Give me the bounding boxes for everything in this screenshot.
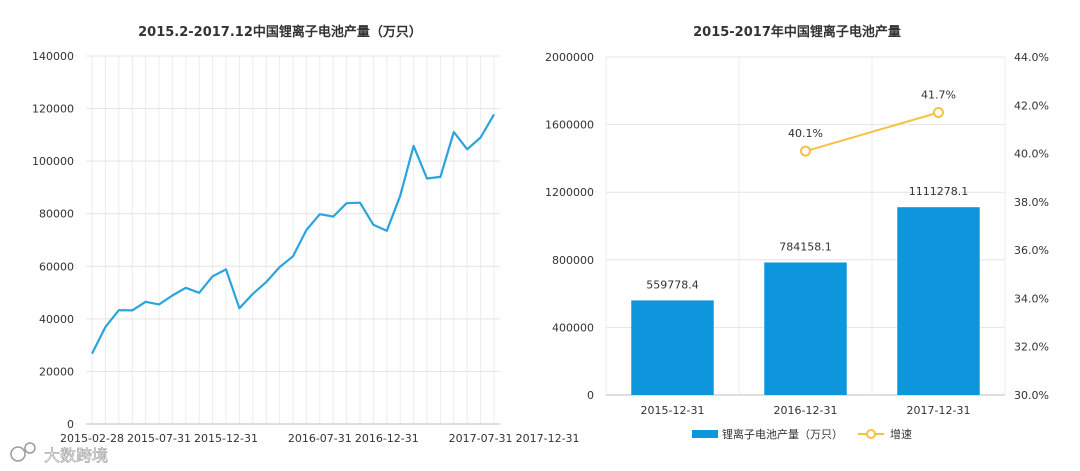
legend: 锂离子电池产量（万只） 增速 — [692, 427, 912, 441]
right-left-y-tick-label: 1600000 — [545, 119, 594, 132]
right-x-tick-label: 2017-12-31 — [907, 404, 971, 417]
right-x-tick-label: 2015-12-31 — [641, 404, 705, 417]
legend-bar-label: 锂离子电池产量（万只） — [722, 427, 843, 441]
left-series — [91, 113, 495, 355]
right-right-y-tick-label: 32.0% — [1014, 341, 1049, 354]
left-chart-title: 2015.2-2017.12中国锂离子电池产量（万只） — [138, 24, 422, 40]
left-y-tick-label: 100000 — [32, 155, 74, 168]
left-x-tick-label: 2017-07-31 — [449, 432, 513, 445]
bar-data-label: 784158.1 — [779, 240, 832, 253]
right-right-y-tick-label: 40.0% — [1014, 148, 1049, 161]
left-gridlines — [86, 55, 500, 425]
left-y-tick-label: 140000 — [32, 50, 74, 63]
right-x-tick-label: 2016-12-31 — [774, 404, 838, 417]
legend-bar-swatch — [692, 430, 718, 438]
legend-line-marker — [866, 429, 876, 439]
left-line-chart: 2015.2-2017.12中国锂离子电池产量（万只） 0 20000 40000 6… — [32, 24, 580, 445]
left-y-tick-label: 80000 — [39, 208, 74, 221]
right-right-y-tick-label: 30.0% — [1014, 389, 1049, 402]
left-x-tick-label: 2015-07-31 — [127, 432, 191, 445]
right-left-y-tick-label: 800000 — [552, 254, 594, 267]
left-x-tick-label: 2015-02-28 — [60, 432, 124, 445]
left-y-tick-label: 120000 — [32, 103, 74, 116]
left-x-axis: 2015-02-28 2015-07-31 2015-12-31 2016-07-31… — [60, 432, 580, 445]
left-x-tick-label: 2017-12-31 — [516, 432, 580, 445]
bar — [764, 262, 847, 395]
bar-data-label: 559778.4 — [646, 278, 699, 291]
growth-data-label: 41.7% — [921, 89, 956, 102]
right-bars: 559778.4 784158.1 1111278.1 — [631, 185, 980, 395]
watermark: 大数跨境 — [10, 442, 108, 465]
bar-data-label: 1111278.1 — [909, 185, 969, 198]
right-right-y-tick-label: 44.0% — [1014, 51, 1049, 64]
right-right-y-tick-label: 42.0% — [1014, 99, 1049, 112]
left-y-tick-label: 60000 — [39, 260, 74, 273]
growth-point — [800, 145, 811, 157]
right-x-axis: 2015-12-31 2016-12-31 2017-12-31 — [641, 404, 971, 417]
right-combo-chart: 2015-2017年中国锂离子电池产量 0 400000 800000 1200000… — [545, 24, 1049, 441]
right-y-axis-right: 30.0% 32.0% 34.0% 36.0% 38.0% 40.0% 42.0% 44.0% — [1014, 51, 1049, 402]
left-x-tick-label: 2016-07-31 — [288, 432, 352, 445]
watermark-text: 大数跨境 — [44, 446, 108, 465]
right-left-y-tick-label: 0 — [587, 389, 594, 402]
growth-data-label: 40.1% — [788, 127, 823, 140]
bar — [631, 300, 714, 395]
right-left-y-tick-label: 2000000 — [545, 51, 594, 64]
left-y-axis: 0 20000 40000 60000 80000 100000 120000 140000 — [32, 50, 74, 431]
right-left-y-tick-label: 1200000 — [545, 186, 594, 199]
left-y-tick-label: 20000 — [39, 365, 74, 378]
growth-line — [805, 111, 939, 153]
bar — [897, 207, 980, 395]
left-y-tick-label: 40000 — [39, 313, 74, 326]
left-y-tick-label: 0 — [67, 418, 74, 431]
right-left-y-tick-label: 400000 — [552, 321, 594, 334]
growth-point — [933, 107, 944, 119]
right-right-y-tick-label: 36.0% — [1014, 244, 1049, 257]
right-right-y-tick-label: 38.0% — [1014, 196, 1049, 209]
right-chart-title: 2015-2017年中国锂离子电池产量 — [693, 24, 901, 40]
left-x-tick-label: 2016-12-31 — [355, 432, 419, 445]
left-x-tick-label: 2015-12-31 — [194, 432, 258, 445]
legend-line-label: 增速 — [890, 427, 912, 441]
right-right-y-tick-label: 34.0% — [1014, 292, 1049, 305]
watermark-logo-icon — [10, 442, 36, 462]
right-y-axis-left: 0 400000 800000 1200000 1600000 2000000 — [545, 51, 594, 402]
right-growth-line: 40.1% 41.7% — [788, 89, 956, 157]
